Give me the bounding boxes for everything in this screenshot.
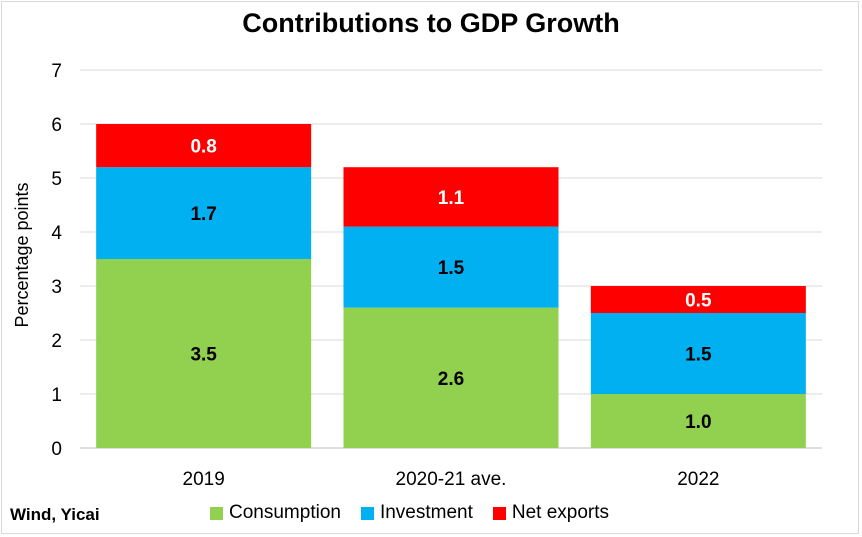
source-note: Wind, Yicai xyxy=(10,505,100,524)
legend-swatch xyxy=(492,506,506,520)
y-tick-label: 2 xyxy=(51,331,62,352)
bar-consumption xyxy=(590,394,806,448)
x-tick-label: 2020-21 ave. xyxy=(396,469,507,490)
data-label: 1.7 xyxy=(190,204,216,225)
y-tick-label: 7 xyxy=(51,61,62,82)
y-tick-label: 4 xyxy=(51,223,62,244)
data-label: 1.0 xyxy=(685,412,711,433)
bar-consumption xyxy=(343,307,559,448)
legend-item: Investment xyxy=(360,502,473,524)
y-tick-label: 0 xyxy=(51,439,62,460)
x-tick-label: 2022 xyxy=(677,469,719,490)
bar-consumption xyxy=(96,259,312,448)
legend-item: Consumption xyxy=(210,502,341,524)
bar-net-exports xyxy=(96,124,312,168)
y-tick-label: 3 xyxy=(51,277,62,298)
bar-investment xyxy=(590,313,806,394)
data-label: 0.8 xyxy=(190,137,216,158)
legend: Consumption Investment Net exports xyxy=(210,501,629,525)
y-tick-label: 5 xyxy=(51,169,62,190)
data-label: 1.5 xyxy=(685,345,712,366)
x-tick-label: 2019 xyxy=(183,469,225,490)
y-tick-label: 1 xyxy=(51,385,62,406)
legend-swatch xyxy=(210,506,223,520)
data-label: 3.5 xyxy=(190,345,217,366)
bar-investment xyxy=(343,226,559,308)
x-tick-labels: 2019 2020-21 ave. 2022 xyxy=(183,469,720,490)
legend-label: Consumption xyxy=(229,502,341,523)
data-label: 1.1 xyxy=(438,188,465,209)
bar-net-exports xyxy=(343,167,559,227)
data-labels: 3.5 1.7 0.8 2.6 1.5 1.1 1.0 1.5 0.5 xyxy=(190,137,712,433)
data-label: 2.6 xyxy=(438,369,464,390)
data-label: 1.5 xyxy=(438,258,465,279)
legend-label: Net exports xyxy=(511,502,610,523)
legend-item: Net exports xyxy=(492,502,610,524)
y-tick-label: 6 xyxy=(51,115,62,136)
bar-investment xyxy=(96,167,312,259)
y-tick-labels: 0 1 2 3 4 5 6 7 xyxy=(51,61,62,460)
legend-label: Investment xyxy=(379,502,473,523)
bars xyxy=(96,124,806,448)
legend-swatch xyxy=(360,506,374,520)
bar-net-exports xyxy=(590,286,806,313)
chart-title: Contributions to GDP Growth xyxy=(242,8,620,38)
data-label: 0.5 xyxy=(685,291,712,312)
y-axis-label: Percentage points xyxy=(12,182,32,327)
